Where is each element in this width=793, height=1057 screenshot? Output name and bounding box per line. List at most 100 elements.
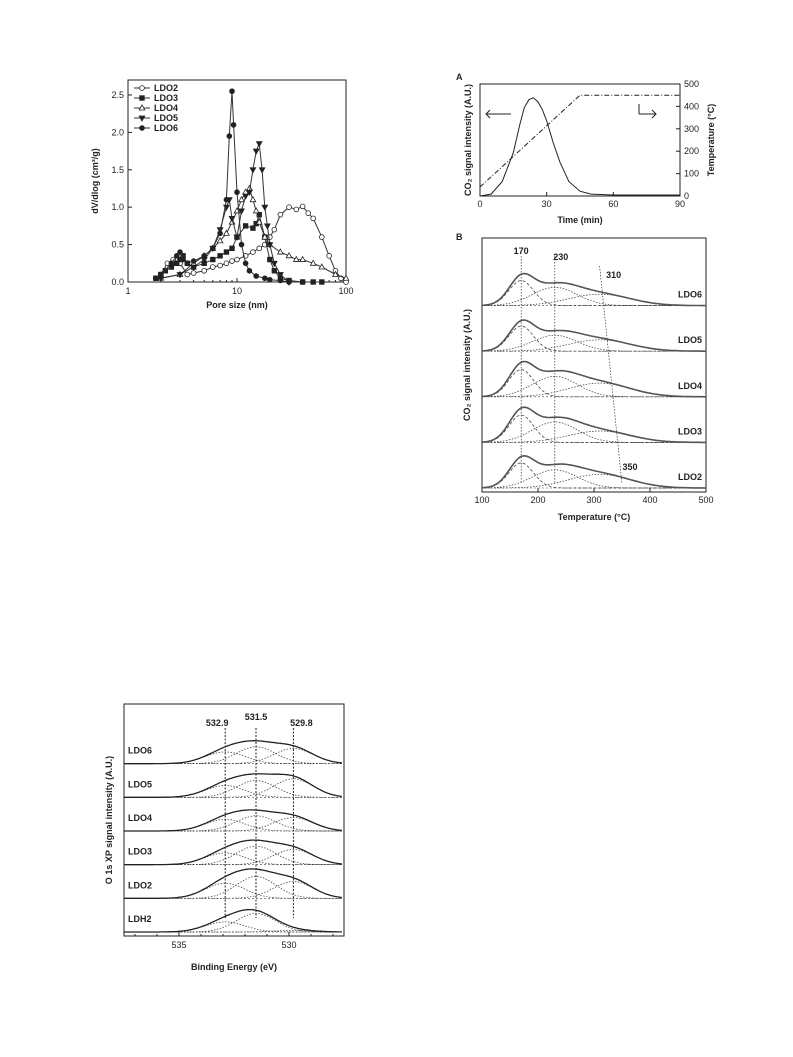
series-group: [479, 94, 680, 197]
legend-entry: LDO2: [134, 83, 178, 93]
data-point: [226, 133, 233, 139]
data-point: [153, 275, 159, 282]
data-point: [228, 216, 236, 223]
peak-component: [482, 334, 706, 352]
sample-ldo3: LDO3: [481, 406, 706, 444]
peak-component: [124, 748, 342, 765]
legend-label: LDO6: [154, 123, 178, 133]
data-point: [342, 274, 350, 281]
data-point: [242, 223, 249, 229]
plot-frame: [123, 703, 345, 937]
legend-entry: LDO6: [134, 123, 178, 133]
data-point: [230, 122, 237, 128]
data-point: [139, 85, 145, 91]
data-point: [299, 279, 306, 285]
y-axis-label-right: Temperature (°C): [706, 104, 716, 176]
series-ldo5: [157, 141, 293, 286]
peak-component: [482, 293, 706, 306]
peak-component: [124, 876, 342, 899]
data-point: [255, 218, 263, 225]
annotation-label: 529.8: [290, 718, 313, 728]
x-tick-label: 0: [477, 199, 482, 209]
sample-label: LDO2: [678, 472, 702, 482]
sample-ldo3: LDO3: [124, 839, 344, 866]
peak-component: [124, 751, 342, 765]
x-tick-label: 10: [232, 286, 242, 296]
tick-marks: 100 200 300 400 500: [474, 488, 714, 505]
sample-ldo5: LDO5: [481, 319, 706, 352]
data-point: [299, 203, 306, 210]
peak-component: [124, 852, 342, 866]
data-point: [229, 245, 235, 252]
y-axis-label: O 1s XP signal intensity (A.U.): [104, 756, 114, 884]
sample-label: LDO6: [128, 746, 152, 756]
legend-label: LDO2: [154, 83, 178, 93]
data-point: [217, 262, 223, 269]
data-point: [139, 125, 145, 131]
peak-component: [124, 785, 342, 798]
peak-component: [482, 430, 706, 443]
envelope-line: [124, 809, 342, 832]
data-point: [261, 233, 269, 240]
data-point: [242, 193, 250, 200]
x-axis-label: Time (min): [557, 215, 602, 225]
x-tick-label: 530: [281, 940, 296, 950]
annotation-350: 350: [622, 462, 637, 472]
data-point: [277, 211, 284, 218]
data-point: [223, 249, 230, 255]
series-ldo2: [158, 203, 349, 285]
data-point: [216, 237, 224, 244]
data-point: [176, 272, 184, 279]
peak-component: [482, 421, 706, 443]
data-point: [158, 271, 164, 278]
data-point: [276, 272, 284, 279]
peak-component: [124, 913, 342, 933]
y-axis-label: dV/dlog (cm³/g): [90, 148, 100, 214]
data-point: [238, 241, 245, 248]
temperature-line: [479, 94, 680, 188]
data-point: [267, 256, 273, 263]
x-tick-label: 100: [338, 286, 353, 296]
x-tick-label: 90: [675, 199, 685, 209]
data-point: [250, 249, 256, 255]
data-point: [252, 207, 260, 214]
x-axis-label: Temperature (°C): [558, 512, 630, 522]
xps-o1s-chart: 535 530 LDO6 LDO5 LDO4 LDO3 LDO2 LDH2 532.9 531…: [104, 703, 345, 972]
data-point: [253, 273, 259, 279]
data-point: [255, 141, 263, 148]
annotations: 532.9 531.5 529.8: [206, 712, 313, 918]
data-point: [276, 248, 284, 255]
data-point: [217, 253, 223, 259]
x-tick-label: 1: [125, 286, 130, 296]
tick-marks: 1 10 100 0.0 0.5 1.0 1.5 2.0 2.5: [111, 90, 353, 296]
data-point: [293, 206, 300, 213]
x-tick-label: 300: [586, 495, 601, 505]
data-point: [201, 267, 207, 274]
sample-label: LDO5: [678, 335, 702, 345]
data-point: [216, 227, 224, 234]
sample-ldo2: LDO2: [124, 868, 344, 899]
data-point: [252, 148, 260, 155]
sample-ldo6: LDO6: [481, 272, 706, 307]
axis-arrows: [485, 104, 657, 119]
data-point: [222, 229, 230, 236]
data-point: [261, 204, 269, 212]
data-point: [229, 258, 235, 264]
envelope-line: [481, 360, 706, 398]
envelope-line: [481, 406, 706, 444]
legend-label: LDO3: [154, 93, 178, 103]
data-point: [299, 255, 307, 262]
y-right-tick-label: 300: [684, 124, 699, 134]
sample-label: LDO6: [678, 290, 702, 300]
data-point: [229, 88, 235, 95]
x-tick-label: 400: [642, 495, 657, 505]
data-point: [223, 260, 230, 267]
tick-marks: 535 530: [134, 932, 334, 950]
data-point: [271, 268, 278, 274]
envelope-line: [124, 773, 342, 798]
data-point: [277, 277, 284, 284]
data-point: [190, 270, 197, 276]
series-group: LDO6 LDO5 LDO4 LDO3 LDO2: [481, 272, 706, 489]
envelope-line: [481, 319, 706, 352]
